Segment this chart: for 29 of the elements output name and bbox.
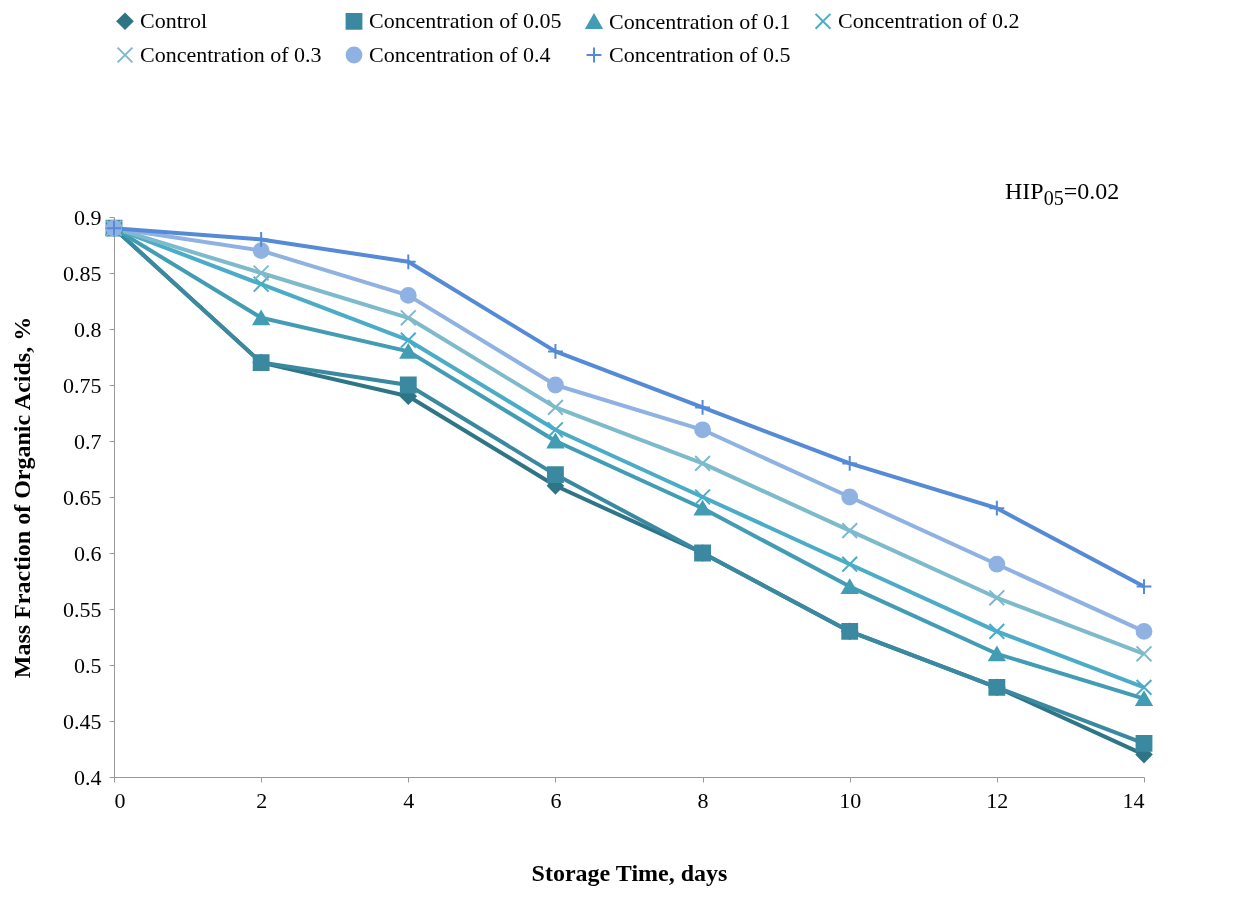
x-axis-title: Storage Time, days bbox=[531, 859, 728, 886]
y-tick-label: 0.55 bbox=[63, 596, 102, 622]
legend-label: Concentration of 0.05 bbox=[369, 8, 562, 34]
y-tick-label: 0.4 bbox=[74, 764, 102, 790]
y-tick-label: 0.75 bbox=[63, 372, 102, 398]
y-tick-label: 0.85 bbox=[63, 260, 102, 286]
x-tick-label: 6 bbox=[550, 787, 562, 813]
y-tick-label: 0.7 bbox=[74, 428, 102, 454]
x-tick-label: 0 bbox=[114, 787, 126, 813]
note: HIP$_{05}$=0.02 bbox=[1005, 178, 1120, 210]
legend-label: Concentration of 0.2 bbox=[838, 8, 1020, 34]
legend-label: Concentration of 0.4 bbox=[369, 42, 551, 67]
legend-label: Concentration of 0.3 bbox=[140, 42, 322, 67]
y-tick-label: 0.65 bbox=[63, 484, 102, 510]
x-tick-label: 4 bbox=[403, 787, 415, 813]
y-tick-label: 0.9 bbox=[74, 204, 102, 230]
legend-label: Concentration of 0.1 bbox=[609, 8, 791, 34]
legend-label: Control bbox=[140, 8, 208, 34]
y-tick-label: 0.45 bbox=[63, 708, 102, 734]
x-tick-label: 8 bbox=[697, 787, 709, 813]
x-tick-label: 14 bbox=[1122, 787, 1145, 813]
y-tick-label: 0.5 bbox=[74, 652, 102, 678]
y-tick-label: 0.8 bbox=[74, 316, 102, 342]
y-axis-title: Mass Fraction of Organic Acids, % bbox=[9, 316, 35, 679]
x-tick-label: 2 bbox=[256, 787, 268, 813]
legend-label: Concentration of 0.5 bbox=[609, 42, 791, 67]
x-tick-label: 12 bbox=[986, 787, 1009, 813]
y-tick-label: 0.6 bbox=[74, 540, 102, 566]
x-tick-label: 10 bbox=[839, 787, 862, 813]
